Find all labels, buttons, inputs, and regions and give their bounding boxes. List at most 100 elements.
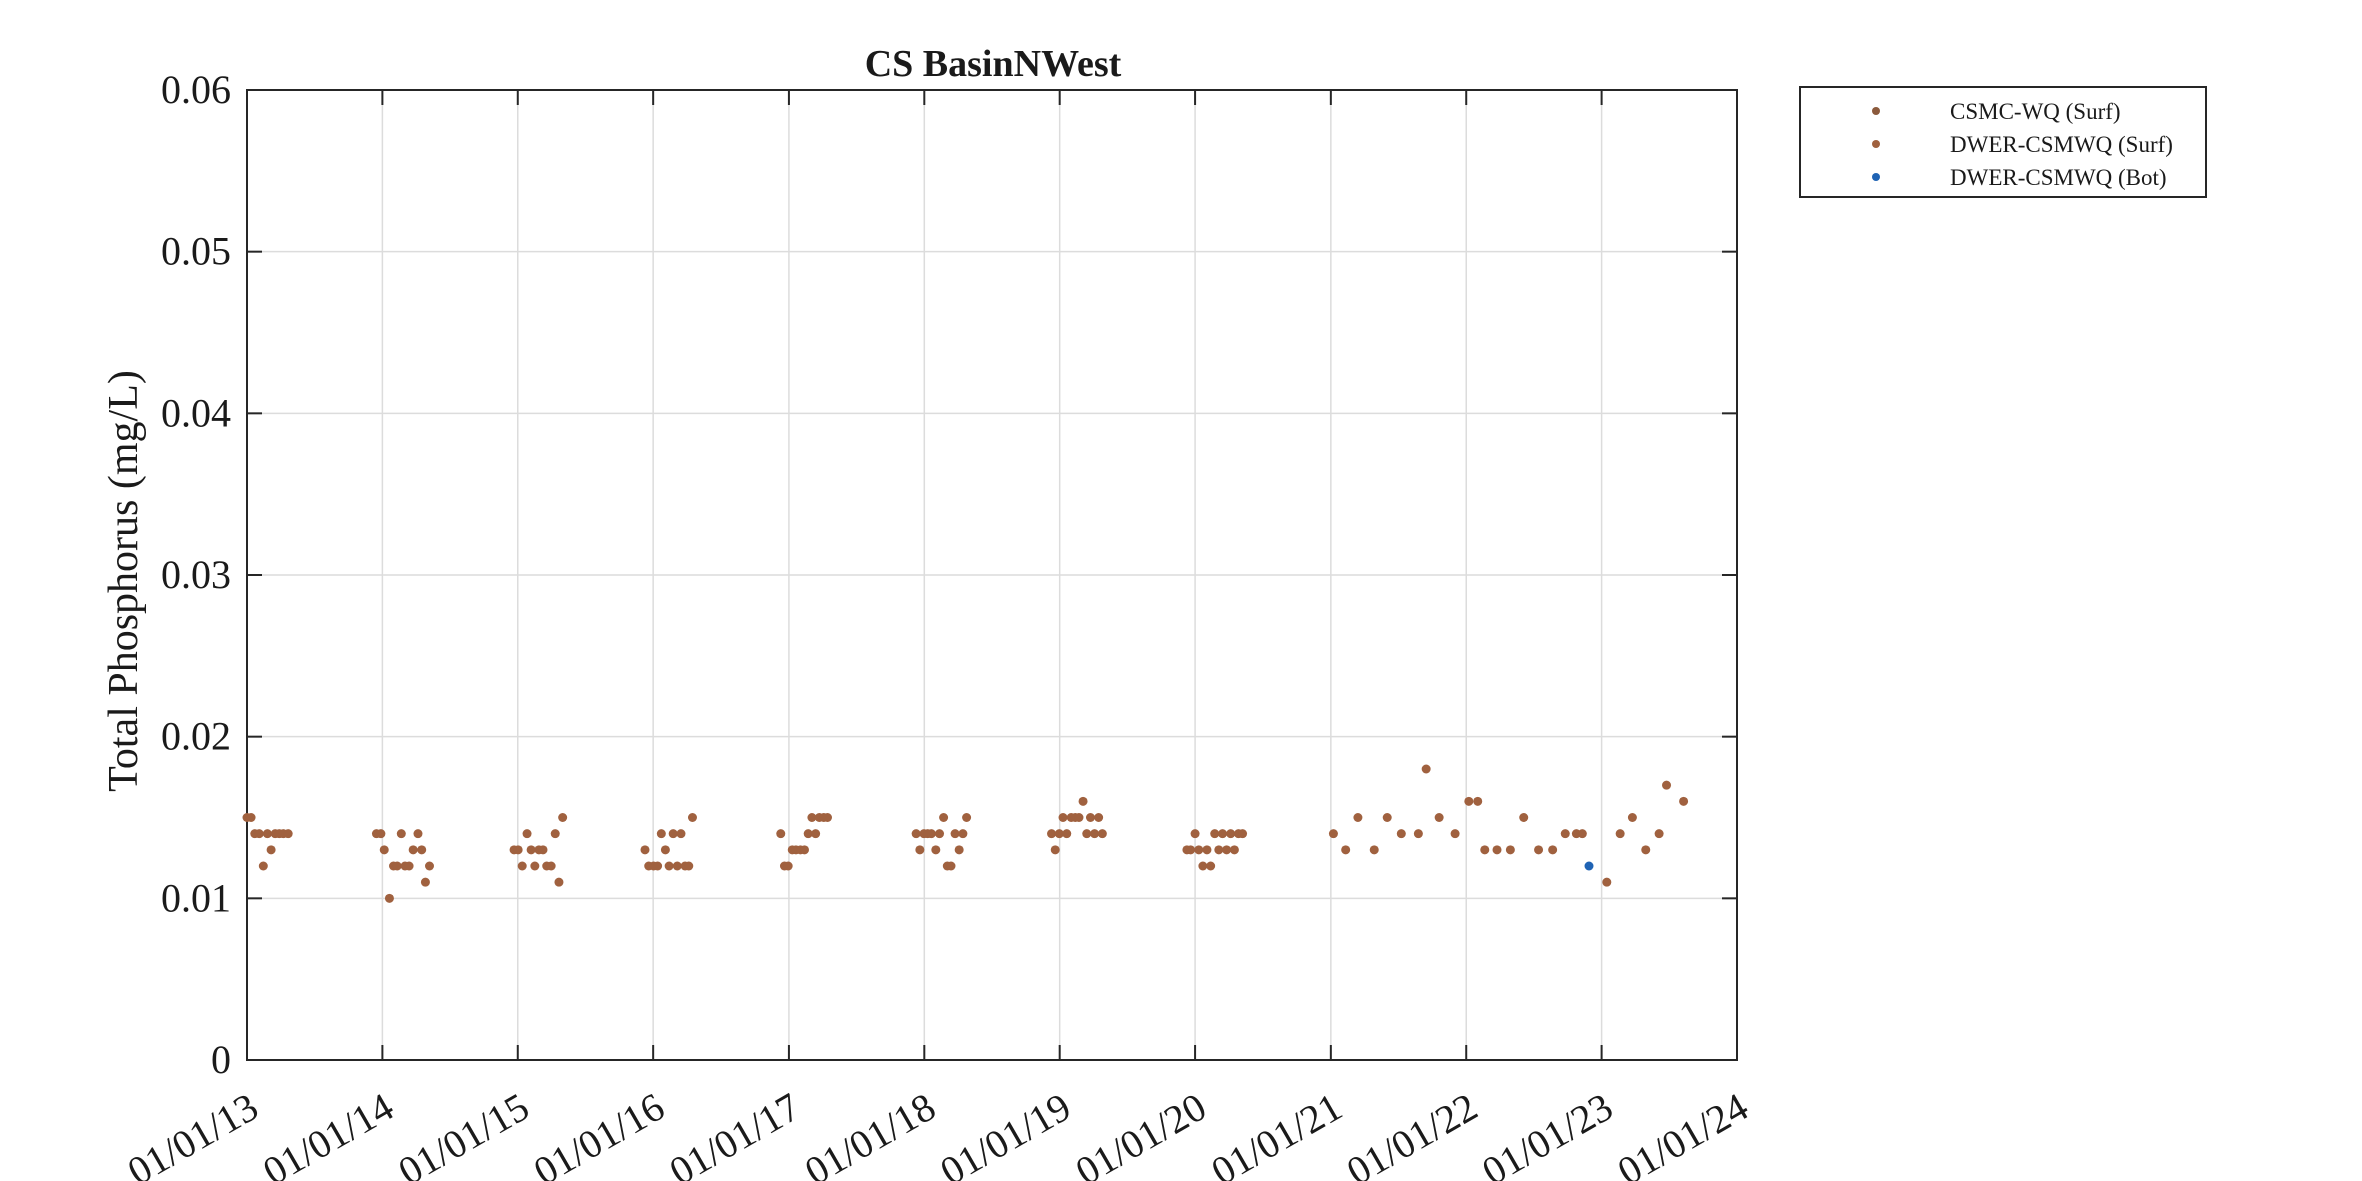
legend-marker (1872, 107, 1880, 115)
data-point (384, 893, 394, 903)
data-point (1602, 877, 1612, 887)
y-axis-label: Total Phosphorus (mg/L) (101, 370, 147, 792)
data-point (392, 861, 402, 871)
data-point (258, 861, 268, 871)
data-point (660, 845, 670, 855)
axis-ticks (246, 89, 1738, 1061)
data-point (1194, 845, 1204, 855)
data-point (1190, 829, 1200, 839)
legend-label: DWER-CSMWQ (Surf) (1950, 132, 2173, 157)
data-point (1615, 829, 1625, 839)
data-point (656, 829, 666, 839)
data-point (1186, 845, 1196, 855)
data-point (783, 861, 793, 871)
data-point (254, 829, 264, 839)
data-point (522, 829, 532, 839)
data-point (1450, 829, 1460, 839)
data-point (931, 845, 941, 855)
data-point (1519, 813, 1529, 822)
data-point (1097, 829, 1107, 839)
data-point (530, 861, 540, 871)
data-point (1341, 845, 1351, 855)
data-point (1082, 829, 1092, 839)
data-point (1480, 845, 1490, 855)
data-point (803, 829, 813, 839)
data-point (653, 861, 663, 871)
data-point (396, 829, 406, 839)
chart-title: CS BasinNWest (865, 43, 1122, 85)
data-point (1222, 845, 1232, 855)
data-point (799, 845, 809, 855)
data-point (687, 813, 697, 822)
grid-lines (247, 90, 1737, 1060)
data-point (1210, 829, 1220, 839)
data-point (939, 813, 949, 822)
data-point (526, 845, 536, 855)
data-point (1413, 829, 1423, 839)
data-point (379, 845, 389, 855)
data-point (926, 829, 936, 839)
data-point (915, 845, 925, 855)
legend-label: DWER-CSMWQ (Bot) (1950, 165, 2167, 190)
data-point (954, 845, 964, 855)
data-point (1421, 764, 1431, 774)
data-point (935, 829, 945, 839)
data-point (1050, 845, 1060, 855)
data-point (1679, 796, 1689, 806)
data-point (1218, 829, 1228, 839)
data-point (1202, 845, 1212, 855)
data-point (404, 861, 414, 871)
data-point (1473, 796, 1483, 806)
data-point (1226, 829, 1236, 839)
data-point (376, 829, 386, 839)
data-point (1396, 829, 1406, 839)
data-point (1534, 845, 1544, 855)
data-point (822, 813, 832, 822)
y-tick-label: 0.02 (161, 714, 231, 759)
data-point (911, 829, 921, 839)
y-axis-tick-labels: 0 0.01 0.02 0.03 0.04 0.05 0.06 (161, 67, 231, 1082)
data-point (1584, 861, 1594, 871)
data-point (1198, 861, 1208, 871)
legend: CSMC-WQ (Surf) DWER-CSMWQ (Surf) DWER-CSMW… (1799, 86, 2207, 198)
data-point (1229, 845, 1239, 855)
data-point (1369, 845, 1379, 855)
data-point (420, 877, 430, 887)
data-point (413, 829, 423, 839)
y-tick-label: 0.06 (161, 67, 231, 112)
data-point (776, 829, 786, 839)
data-point (1078, 796, 1088, 806)
data-point (246, 813, 256, 822)
data-point (1206, 861, 1216, 871)
data-point (1054, 829, 1064, 839)
data-point (1047, 829, 1057, 839)
data-point (538, 845, 548, 855)
data-point (1654, 829, 1664, 839)
data-point (676, 829, 686, 839)
legend-label: CSMC-WQ (Surf) (1950, 99, 2121, 124)
data-point (1662, 780, 1672, 790)
data-point (1492, 845, 1502, 855)
data-point (266, 845, 276, 855)
data-point (513, 845, 523, 855)
legend-box (1799, 86, 2207, 198)
y-tick-label: 0.05 (161, 229, 231, 274)
data-point (1627, 813, 1637, 822)
data-point (1505, 845, 1515, 855)
y-tick-label: 0 (211, 1037, 231, 1082)
y-tick-label: 0.01 (161, 875, 231, 920)
data-point (1560, 829, 1570, 839)
data-point (554, 877, 564, 887)
data-point (1085, 813, 1095, 822)
data-point (1641, 845, 1651, 855)
data-point (1353, 813, 1363, 822)
data-point (1328, 829, 1338, 839)
y-tick-label: 0.03 (161, 552, 231, 597)
data-points (242, 764, 1689, 903)
data-point (517, 861, 527, 871)
data-point (640, 845, 650, 855)
data-point (807, 813, 817, 822)
data-point (1058, 813, 1068, 822)
data-point (664, 861, 674, 871)
data-point (1062, 829, 1072, 839)
